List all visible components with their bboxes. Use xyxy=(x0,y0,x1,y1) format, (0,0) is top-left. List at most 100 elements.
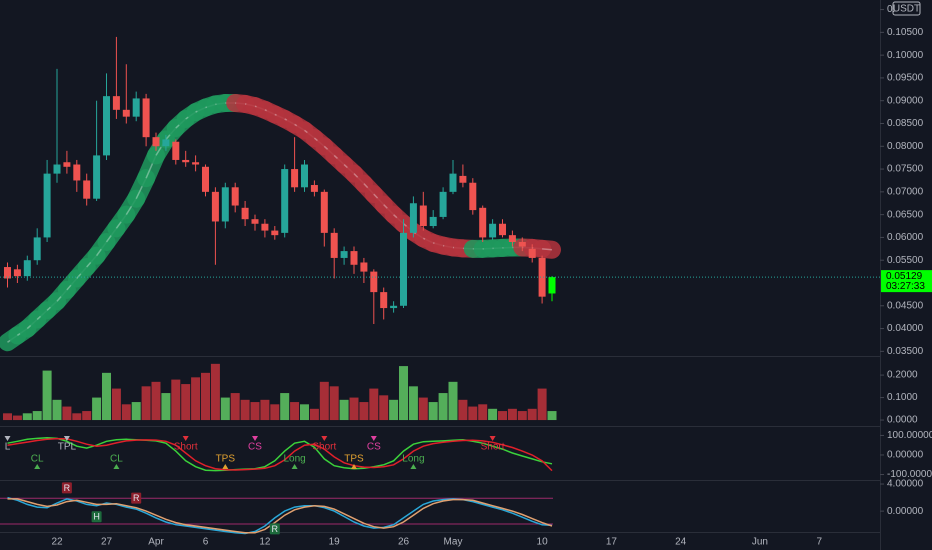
volume-bar xyxy=(151,381,161,421)
countdown: 03:27:33 xyxy=(886,281,925,292)
candle-body xyxy=(538,257,546,297)
candle-body xyxy=(142,98,150,138)
signal-label: CS xyxy=(248,442,262,453)
candle-body xyxy=(518,241,526,247)
signal-marker xyxy=(222,464,229,469)
volume-bar xyxy=(498,411,507,421)
signal-marker xyxy=(410,464,417,469)
candle-body xyxy=(103,96,110,156)
candle-body xyxy=(291,169,299,188)
candle-body xyxy=(281,169,289,233)
volume-bar xyxy=(389,399,399,421)
y-tick-label: 0.08500 xyxy=(887,118,924,129)
candle-body xyxy=(202,166,209,192)
candle-body xyxy=(261,223,269,231)
volume-bar xyxy=(111,388,121,421)
signal-label: Short xyxy=(481,442,505,453)
signal-marker xyxy=(182,436,189,441)
volume-bar xyxy=(72,413,82,421)
y-tick-label: 0.06500 xyxy=(887,209,924,220)
volume-bar xyxy=(52,399,62,421)
y-tick-label: 0.07000 xyxy=(887,186,924,197)
volume-bar xyxy=(3,413,12,421)
volume-bar xyxy=(42,370,52,421)
candle-body xyxy=(350,251,358,265)
volume-bar xyxy=(201,372,210,421)
candle-body xyxy=(211,191,219,222)
volume-bar xyxy=(428,402,438,421)
candle-body xyxy=(380,292,388,309)
candle-body xyxy=(172,141,180,160)
y-tick-label: 0.0000 xyxy=(887,415,918,426)
x-tick-label: 26 xyxy=(398,537,410,548)
signal-label: CL xyxy=(31,454,44,465)
signal-marker xyxy=(321,436,328,441)
candle-body xyxy=(231,187,239,206)
volume-bar xyxy=(399,366,408,421)
volume-bar xyxy=(230,393,240,421)
last-price-box xyxy=(881,270,932,293)
volume-bar xyxy=(141,386,151,421)
candle-body xyxy=(152,137,160,147)
volume-bar xyxy=(22,413,32,421)
ribbon-center xyxy=(542,248,553,251)
signal-box xyxy=(269,523,280,535)
volume-bar xyxy=(309,408,319,421)
volume-bar xyxy=(349,397,359,421)
candle-body xyxy=(390,305,398,309)
y-tick-label: 0.10000 xyxy=(887,50,924,61)
y-tick-label: 0.04500 xyxy=(887,300,924,311)
x-tick-label: 17 xyxy=(606,537,618,548)
volume-bar xyxy=(359,402,369,421)
candle-body xyxy=(93,155,101,199)
candle-body xyxy=(330,232,338,258)
signal-box xyxy=(91,511,102,523)
x-tick-label: Apr xyxy=(148,537,164,548)
volume-bar xyxy=(379,395,389,421)
x-tick-label: 7 xyxy=(817,537,823,548)
signal-label: Long xyxy=(283,454,305,465)
x-tick-label: 24 xyxy=(675,537,687,548)
volume-bar xyxy=(369,388,379,421)
candle-body xyxy=(63,162,71,167)
volume-bar xyxy=(161,393,171,421)
signal-marker xyxy=(63,436,70,441)
candle-body xyxy=(489,223,497,238)
signal-marker xyxy=(113,464,120,469)
volume-bar xyxy=(458,399,468,421)
volume-bar xyxy=(319,381,329,421)
candle-body xyxy=(449,173,457,192)
signal-label: L xyxy=(5,442,11,453)
volume-bar xyxy=(210,363,220,421)
candle-body xyxy=(370,271,378,293)
volume-bar xyxy=(448,381,458,421)
y-tick-label: 0. xyxy=(887,4,895,15)
candle-body xyxy=(301,164,308,188)
volume-bar xyxy=(300,404,309,421)
y-tick-label: 100.00000 xyxy=(887,430,932,441)
x-tick-label: 6 xyxy=(203,537,209,548)
volume-bar xyxy=(488,408,498,421)
volume-bar xyxy=(32,411,42,421)
candle-body xyxy=(241,207,249,220)
x-tick-label: May xyxy=(444,537,463,548)
signal-label: TPS xyxy=(344,454,364,465)
volume-bar xyxy=(121,404,131,421)
y-tick-label: 0.1000 xyxy=(887,392,918,403)
signal-marker xyxy=(252,436,258,441)
volume-bar xyxy=(438,393,448,421)
candle-body xyxy=(132,98,140,117)
ribbon-segment xyxy=(533,239,561,259)
x-tick-label: 19 xyxy=(329,537,341,548)
volume-bar xyxy=(468,406,478,421)
candle-body xyxy=(4,267,11,279)
volume-bar xyxy=(339,399,349,421)
signal-label: Short xyxy=(312,442,336,453)
candle-body xyxy=(320,191,328,233)
volume-bar xyxy=(171,379,181,421)
candle-body xyxy=(409,203,417,233)
candle-body xyxy=(459,175,467,183)
